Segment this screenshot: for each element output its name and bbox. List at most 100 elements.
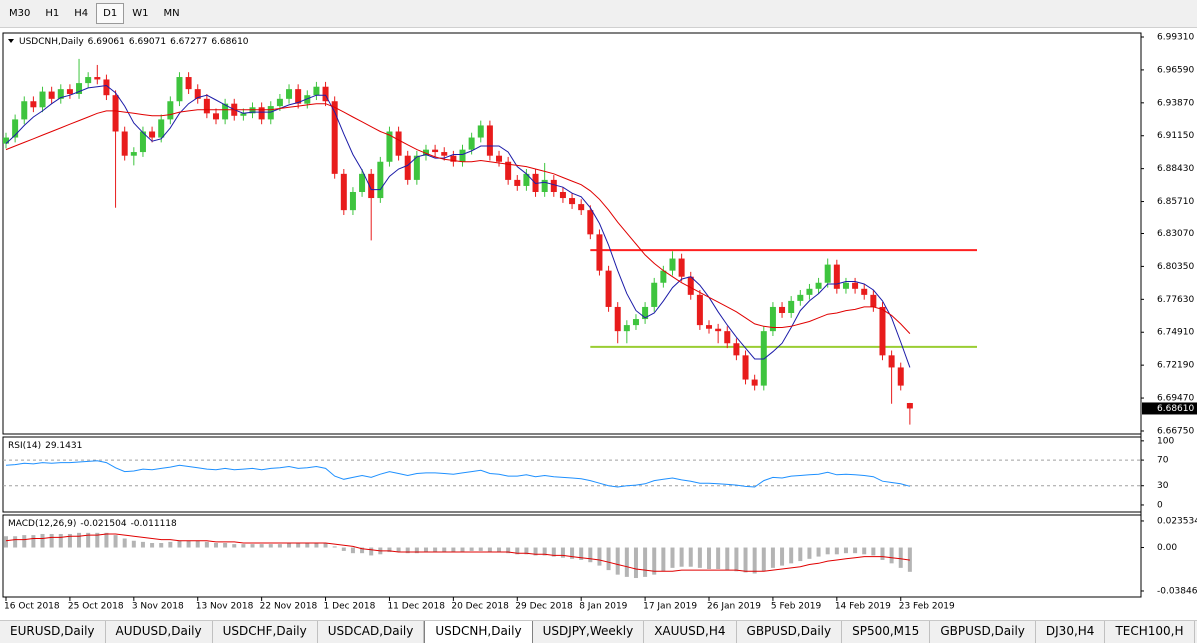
candle-body <box>322 86 329 102</box>
indicator-value: -0.021504 <box>80 519 126 529</box>
histogram-bar <box>360 547 365 554</box>
timeframe-button[interactable]: M30 <box>9 8 31 19</box>
chart-tab[interactable]: XAUUSD,H4 <box>644 621 737 643</box>
candle-body <box>797 294 804 301</box>
histogram-bar <box>606 547 611 571</box>
chart-tab[interactable]: SP500,M15 <box>842 621 931 643</box>
histogram-bar <box>58 533 63 548</box>
histogram-bar <box>13 536 18 548</box>
timeframe-button[interactable]: W1 <box>132 8 149 19</box>
chart: 6.99310 6.96590 6.93870 6.91150 6.88430 6.857… <box>2 32 1197 612</box>
candle-body <box>12 119 19 138</box>
x-tick-label: 14 Feb 2019 <box>835 602 891 612</box>
histogram-bar <box>825 547 830 555</box>
ohlc-value: 6.69071 <box>129 37 166 47</box>
candle-body <box>706 325 713 329</box>
chart-tab[interactable]: DJ30,H4 <box>1036 621 1106 643</box>
candle-body <box>112 95 119 132</box>
y-tick-label: 6.91150 <box>1157 131 1194 141</box>
y-tick-label: 70 <box>1157 456 1169 466</box>
candle-body <box>57 89 64 99</box>
histogram-bar <box>761 547 766 572</box>
candle-body <box>550 179 557 192</box>
timeframe-button[interactable]: MN <box>163 8 180 19</box>
histogram-bar <box>798 547 803 562</box>
candle-body <box>596 234 603 271</box>
chart-tab[interactable]: AUDUSD,Daily <box>106 621 213 643</box>
chart-tab[interactable]: GBPUSD,Daily <box>737 621 843 643</box>
histogram-bar <box>533 547 538 556</box>
y-tick-label: -0.038466 <box>1157 586 1197 596</box>
candle-body <box>906 403 913 409</box>
x-tick-label: 13 Nov 2018 <box>196 602 254 612</box>
y-tick-label: 30 <box>1157 481 1169 491</box>
histogram-bar <box>77 532 82 548</box>
chart-tab[interactable]: GBPUSD,Daily <box>930 621 1036 643</box>
x-tick-label: 1 Dec 2018 <box>324 602 376 612</box>
candle-body <box>386 131 393 162</box>
candle-body <box>76 83 83 94</box>
x-tick-label: 22 Nov 2018 <box>260 602 318 612</box>
candle-body <box>249 107 256 114</box>
histogram-bar <box>168 541 173 548</box>
histogram-bar <box>652 547 657 575</box>
x-tick-label: 23 Feb 2019 <box>899 602 955 612</box>
candle-body <box>158 119 165 138</box>
signal-line <box>5 533 910 572</box>
ohlc-value: 6.69061 <box>88 37 125 47</box>
histogram-bar <box>725 547 730 571</box>
x-tick-label: 5 Feb 2019 <box>771 602 822 612</box>
candle-body <box>121 131 128 156</box>
histogram-bar <box>807 547 812 559</box>
histogram-bar <box>250 544 255 548</box>
histogram-bar <box>780 547 785 566</box>
histogram-bar <box>40 533 45 548</box>
candle-body <box>496 155 503 162</box>
candle-body <box>331 101 338 174</box>
indicator-name: MACD(12,26,9) <box>8 519 76 529</box>
candle-body <box>167 101 174 120</box>
timeframe-button[interactable]: H1 <box>45 8 60 19</box>
chart-tab[interactable]: USDCAD,Daily <box>318 621 425 643</box>
chart-tab[interactable]: USDJPY,Weekly <box>533 621 645 643</box>
histogram-bar <box>661 547 666 572</box>
candle-body <box>861 288 868 295</box>
histogram-bar <box>597 547 602 566</box>
x-tick-label: 11 Dec 2018 <box>387 602 445 612</box>
candle-body <box>194 89 201 99</box>
candle-body <box>66 89 73 94</box>
histogram-bar <box>113 535 118 548</box>
chart-tab[interactable]: USDCNH,Daily <box>424 621 533 643</box>
pane-frame <box>2 32 1142 435</box>
timeframe-button[interactable]: D1 <box>96 3 125 24</box>
candle-body <box>139 131 146 153</box>
x-tick-label: 29 Dec 2018 <box>515 602 573 612</box>
histogram-bar <box>387 547 392 553</box>
candle-body <box>304 95 311 104</box>
histogram-bar <box>296 543 301 548</box>
candle-body <box>340 173 347 211</box>
chart-tab[interactable]: USDCHF,Daily <box>213 621 318 643</box>
histogram-bar <box>332 546 337 548</box>
histogram-bar <box>4 536 8 548</box>
histogram-bar <box>853 547 858 554</box>
histogram-bar <box>204 541 209 548</box>
chart-tab[interactable]: EURUSD,Daily <box>0 621 106 643</box>
histogram-bar <box>889 547 894 564</box>
candle-body <box>222 103 229 120</box>
chart-tab[interactable]: TECH100,H <box>1105 621 1195 643</box>
histogram-bar <box>834 547 839 555</box>
candle-body <box>824 264 831 283</box>
candle-body <box>696 294 703 326</box>
histogram-bar <box>460 547 465 553</box>
timeframe-button[interactable]: H4 <box>74 8 89 19</box>
histogram-bar <box>542 547 547 556</box>
histogram-bar <box>898 547 903 568</box>
histogram-bar <box>688 547 693 567</box>
candle-body <box>404 155 411 180</box>
candle-body <box>660 270 667 283</box>
candle-body <box>879 306 886 356</box>
histogram-bar <box>414 547 419 554</box>
histogram-bar <box>405 547 410 554</box>
histogram-bar <box>643 547 648 577</box>
